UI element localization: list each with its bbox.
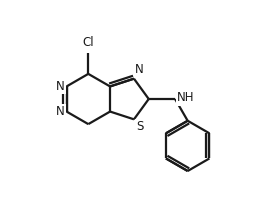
Text: N: N [56,80,65,93]
Text: N: N [135,64,144,76]
Text: Cl: Cl [82,36,94,49]
Text: S: S [136,120,144,133]
Text: N: N [56,105,65,118]
Text: NH: NH [177,91,195,104]
